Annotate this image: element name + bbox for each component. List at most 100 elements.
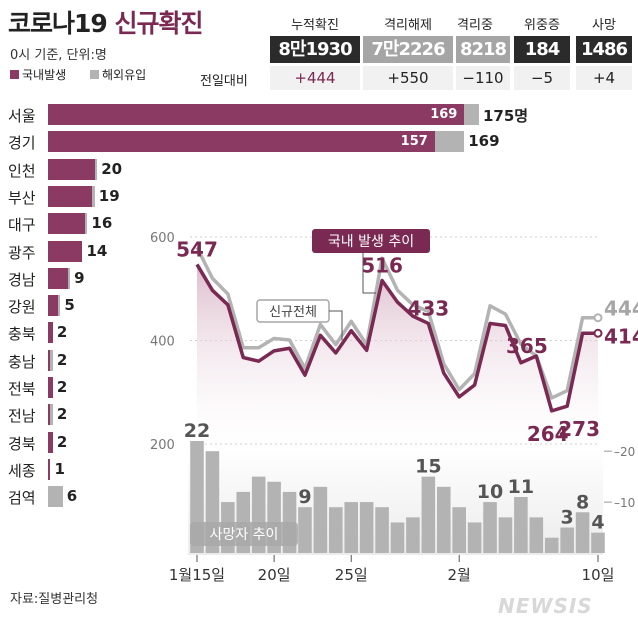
source-note: 자료:질병관리청	[10, 592, 99, 607]
region-label: 검역	[8, 489, 36, 508]
legend-overseas-label: 해외유입	[102, 68, 147, 82]
point-label: 516	[361, 253, 403, 277]
death-callout-box	[190, 522, 298, 546]
bar-domestic	[48, 158, 95, 180]
point-label: 414	[604, 324, 638, 348]
domestic-line	[195, 263, 598, 413]
point-label: 444	[604, 297, 638, 321]
bar-domestic	[48, 431, 53, 453]
bar-total-label: 9	[74, 268, 85, 287]
domestic-callout-leader	[362, 253, 376, 294]
death-bar-label: 9	[298, 486, 311, 508]
stat-delta-released: +550	[363, 66, 453, 90]
legend-domestic: 국내발생	[10, 66, 66, 83]
death-bar	[298, 507, 312, 553]
death-bar	[406, 517, 420, 553]
bar-domestic	[48, 458, 51, 480]
death-bar	[436, 486, 451, 553]
legend-swatch-domestic	[10, 70, 19, 79]
watermark: NEWSIS	[498, 594, 593, 618]
death-bar	[344, 502, 359, 553]
subtitle: 0시 기준, 단위:명	[10, 48, 107, 63]
region-label: 인천	[8, 161, 36, 180]
bar-domestic	[48, 377, 53, 398]
bar-total-label: 175명	[483, 107, 529, 125]
bar-total-label: 2	[56, 432, 68, 451]
region-label: 부산	[8, 188, 36, 207]
death-bar	[359, 502, 374, 553]
death-bar	[483, 502, 497, 553]
stat-label-isolated: 격리중	[457, 18, 493, 33]
bar-domestic	[48, 322, 53, 344]
point-label: 264	[527, 422, 569, 446]
death-bar	[560, 527, 574, 553]
point-label: 433	[407, 296, 449, 320]
death-bar	[575, 512, 590, 553]
death-bar	[375, 507, 389, 553]
bar-total-label: 2	[56, 378, 68, 396]
death-bar-label: 3	[561, 507, 574, 529]
x-tick-label: 20일	[258, 566, 291, 584]
bar-total-label: 169	[468, 132, 500, 151]
region-label: 경기	[8, 134, 36, 153]
title-accent: 신규확진	[114, 9, 204, 38]
y-tick-label: 600	[150, 231, 175, 246]
region-label: 충북	[8, 325, 36, 344]
bar-overseas	[50, 404, 53, 426]
bar-overseas	[92, 185, 95, 207]
domestic-end-marker	[593, 328, 603, 338]
death-tick-label: –10	[614, 496, 635, 510]
bar-total-label: 2	[56, 323, 68, 342]
stat-label-cumulative: 누적확진	[291, 18, 339, 33]
bar-total-label: 20	[101, 159, 123, 178]
bar-domestic	[48, 104, 465, 125]
x-tick-label: 25일	[335, 566, 368, 584]
point-label: 273	[558, 417, 600, 441]
death-bar-label: 4	[591, 512, 604, 534]
bar-overseas	[94, 158, 98, 180]
region-label: 서울	[8, 107, 36, 125]
bar-overseas	[57, 295, 61, 317]
stat-delta-deaths: +4	[576, 66, 632, 90]
bar-inner-label: 157	[400, 134, 428, 150]
stat-delta-critical: −5	[514, 66, 570, 90]
y-tick-label: 400	[150, 335, 175, 350]
bar-total-label: 6	[66, 487, 78, 506]
death-bar	[452, 507, 466, 553]
bar-overseas	[50, 349, 53, 371]
stat-delta-cumulative: +444	[270, 66, 360, 90]
region-label: 광주	[8, 243, 36, 262]
region-label: 대구	[8, 216, 36, 235]
stat-label-deaths: 사망	[592, 18, 616, 33]
death-bar	[498, 517, 513, 553]
total-line	[195, 246, 598, 400]
region-label: 강원	[8, 298, 36, 317]
bar-total-label: 2	[56, 405, 68, 424]
death-bar	[544, 537, 559, 553]
chart-title: 코로나19 신규확진	[8, 4, 204, 40]
legend-overseas: 해외유입	[90, 66, 146, 83]
region-label: 경북	[8, 434, 36, 453]
stat-value-isolated: 8218	[456, 36, 510, 63]
bar-total-label: 1	[54, 459, 65, 478]
bar-total-label: 5	[64, 296, 75, 315]
prev-day-label: 전일대비	[200, 74, 248, 89]
bar-total-label: 19	[98, 186, 120, 205]
stat-value-released: 7만2226	[363, 36, 453, 63]
bar-domestic	[48, 404, 51, 426]
bar-total-label: 14	[86, 241, 108, 260]
bar-overseas	[84, 213, 88, 235]
bar-domestic	[48, 185, 93, 207]
stat-label-released: 격리해제	[384, 18, 432, 33]
death-bar-label: 22	[184, 420, 210, 442]
death-bar	[514, 497, 528, 553]
bar-overseas	[48, 486, 63, 508]
point-label: 365	[506, 334, 548, 358]
region-label: 전남	[8, 407, 36, 426]
death-bar	[467, 522, 482, 553]
region-label: 경남	[8, 270, 36, 289]
domestic-callout-label: 국내 발생 추이	[328, 234, 414, 250]
domestic-callout-box	[312, 229, 430, 253]
stat-delta-isolated: −110	[456, 66, 510, 90]
bar-overseas	[434, 131, 465, 153]
